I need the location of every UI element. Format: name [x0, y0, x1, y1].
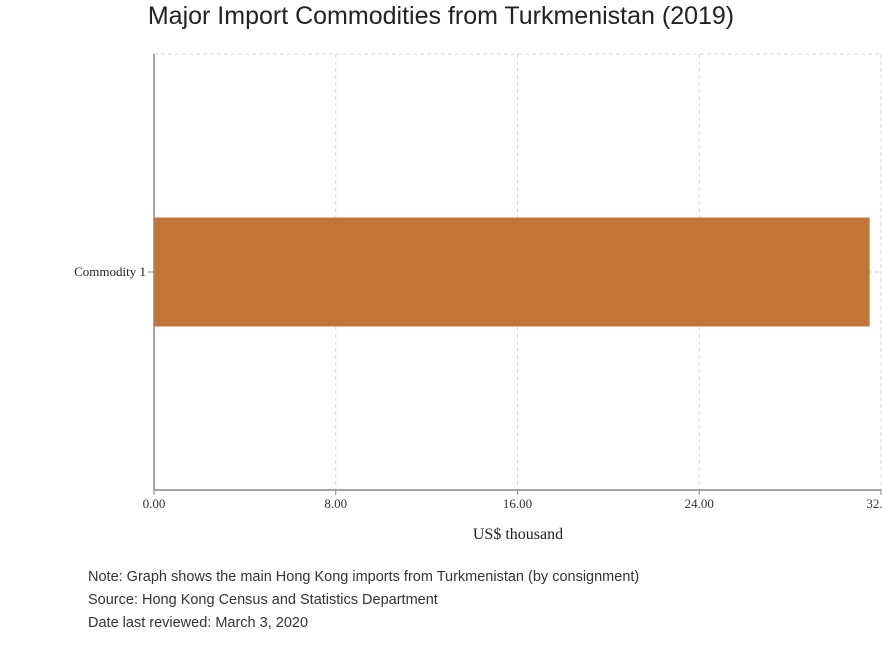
x-tick-label: 16.00: [503, 496, 532, 511]
chart-notes: Note: Graph shows the main Hong Kong imp…: [88, 566, 639, 635]
source-text: Source: Hong Kong Census and Statistics …: [88, 592, 438, 608]
x-axis-title: US$ thousand: [473, 526, 563, 543]
x-tick-label: 8.00: [324, 496, 347, 511]
x-tick-label: 32.00: [866, 496, 882, 511]
y-tick-label: Commodity 1: [74, 264, 146, 279]
review-date-text: Date last reviewed: March 3, 2020: [88, 615, 309, 631]
bar-group: [154, 217, 870, 327]
x-tick-label: 0.00: [143, 496, 166, 511]
x-tick-label: 24.00: [685, 496, 714, 511]
chart-title: Major Import Commodities from Turkmenist…: [147, 2, 735, 30]
note-text: Note: Graph shows the main Hong Kong imp…: [88, 569, 640, 585]
axes: 0.00 8.00 16.00 24.00 32.00 Commodity 1: [74, 54, 882, 511]
chart-area: 0.00 8.00 16.00 24.00 32.00 Commodity 1 US$ t…: [74, 53, 882, 543]
bar-commodity-1[interactable]: [154, 217, 870, 327]
